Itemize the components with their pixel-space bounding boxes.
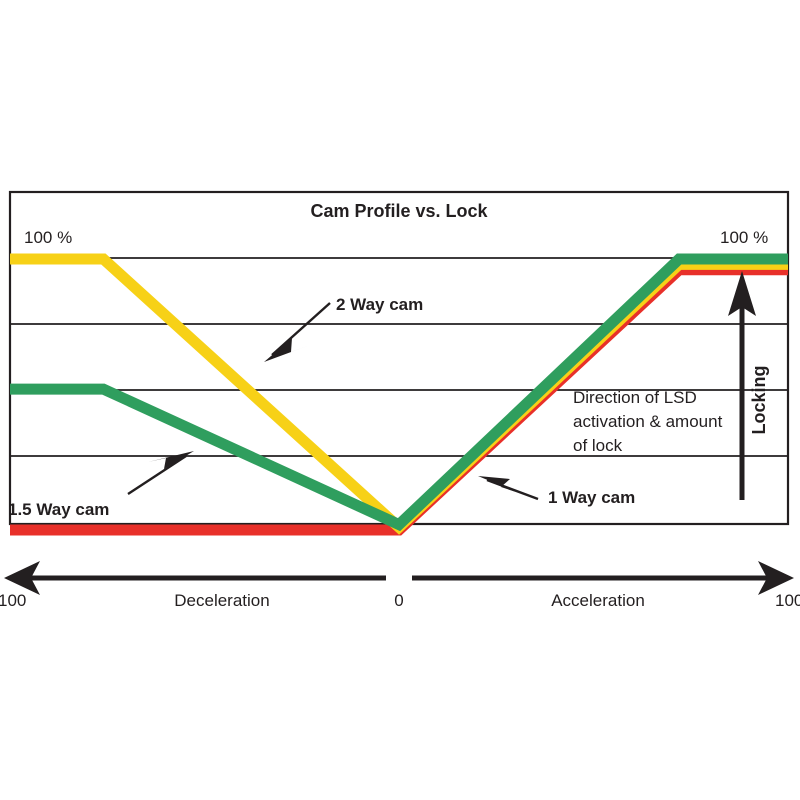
x-axis-label-deceleration: Deceleration bbox=[174, 591, 269, 610]
x-axis-tick-right: 100 bbox=[775, 591, 800, 610]
locking-indicator: Locking bbox=[728, 271, 769, 500]
annotation-1-way-cam: 1 Way cam bbox=[478, 476, 635, 507]
annotation-arrow-2-way-cam-shaft bbox=[271, 302, 331, 356]
annotation-label-1-way-cam: 1 Way cam bbox=[548, 488, 635, 507]
lsd-note-line-2: activation & amount bbox=[573, 412, 723, 431]
annotation-label-2-way-cam: 2 Way cam bbox=[336, 295, 423, 314]
locking-axis-label: Locking bbox=[749, 365, 769, 434]
chart-title: Cam Profile vs. Lock bbox=[310, 201, 488, 221]
lsd-note-line-3: of lock bbox=[573, 436, 623, 455]
series-line-1-5-way-cam bbox=[10, 253, 788, 532]
x-axis-left-arrow-icon bbox=[4, 561, 40, 595]
annotation-2-way-cam: 2 Way cam bbox=[264, 295, 423, 362]
label-pct-left: 100 % bbox=[24, 228, 72, 247]
locking-arrow-head-icon bbox=[728, 271, 756, 316]
annotation-arrow-2-way-cam-head bbox=[264, 338, 310, 362]
annotation-arrow-1-5-way-cam-shaft bbox=[127, 454, 187, 496]
x-axis-tick-center: 0 bbox=[394, 591, 403, 610]
annotation-label-1-5-way-cam: 1.5 Way cam bbox=[8, 500, 109, 519]
x-axis: 100 0 100 Deceleration Acceleration bbox=[0, 561, 800, 610]
annotation-arrow-1-5-way-cam-head bbox=[148, 451, 194, 469]
x-axis-right-arrow-icon bbox=[758, 561, 794, 595]
label-pct-right: 100 % bbox=[720, 228, 768, 247]
annotation-arrow-1-way-cam-head bbox=[478, 476, 516, 492]
x-axis-label-acceleration: Acceleration bbox=[551, 591, 645, 610]
annotation-1-5-way-cam: 1.5 Way cam bbox=[8, 451, 194, 519]
lsd-note: Direction of LSD activation & amount of … bbox=[573, 388, 723, 455]
x-axis-tick-left: 100 bbox=[0, 591, 26, 610]
lsd-note-line-1: Direction of LSD bbox=[573, 388, 697, 407]
